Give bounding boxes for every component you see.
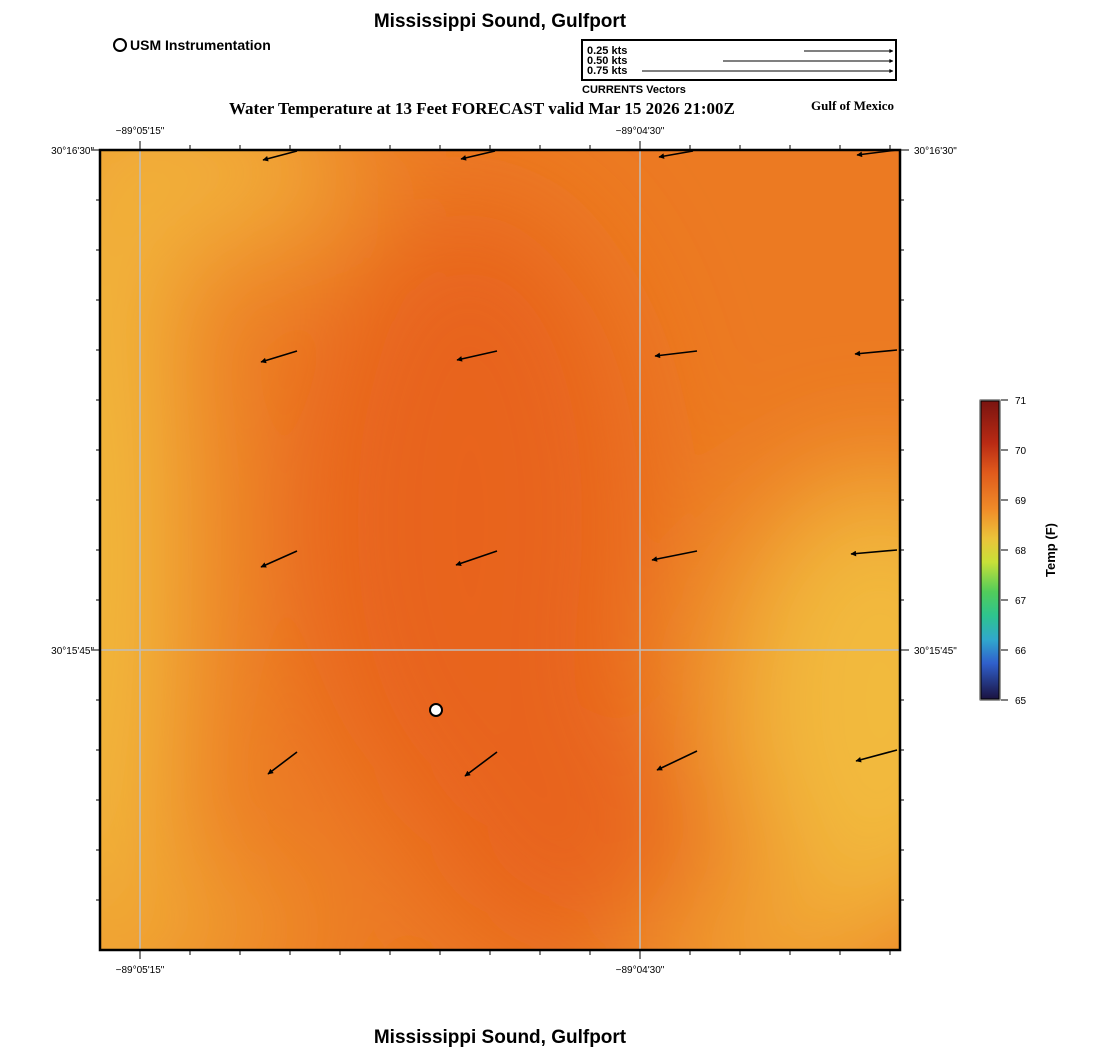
lon-label-bottom: −89°04'30" — [616, 965, 665, 976]
temperature-field — [100, 150, 900, 950]
lon-label-top: −89°04'30" — [616, 126, 665, 137]
current-vector-arrow — [850, 549, 898, 557]
station-legend: USM Instrumentation — [113, 37, 271, 53]
colorbar-tick-label: 71 — [1015, 396, 1027, 407]
current-vector-arrow — [260, 550, 298, 568]
lon-label-top: −89°05'15" — [116, 126, 165, 137]
current-vector-arrow — [658, 150, 694, 159]
lat-label-left: 30°16'30" — [51, 146, 94, 157]
map-subtitle: Water Temperature at 13 Feet FORECAST va… — [229, 99, 735, 118]
current-vector-arrow — [267, 751, 298, 775]
vector-scale-arrows — [642, 49, 894, 73]
colorbar-tick-label: 67 — [1015, 596, 1027, 607]
map-bottom-title: Mississippi Sound, Gulfport — [373, 1027, 627, 1048]
colorbar-title: Temp (F) — [1043, 523, 1058, 577]
map-top-title: Mississippi Sound, Gulfport — [373, 11, 627, 32]
current-vector-arrow — [656, 750, 698, 771]
map-ticks — [91, 141, 909, 959]
current-vectors — [260, 149, 898, 777]
current-vector-arrow — [464, 751, 498, 777]
current-vector-arrow — [455, 550, 498, 567]
lon-label-bottom: −89°05'15" — [116, 965, 165, 976]
lat-label-right: 30°15'45" — [914, 646, 957, 657]
region-label: Gulf of Mexico — [811, 98, 895, 113]
colorbar-tick-label: 70 — [1015, 446, 1027, 457]
temperature-colorbar: 71 70 69 68 67 66 65 Temp (F) — [979, 396, 1058, 707]
vector-scale-row-label: 0.50 kts — [587, 55, 628, 67]
station-marker-icon — [113, 38, 127, 52]
current-vector-arrow — [855, 749, 898, 763]
colorbar-tick-label: 66 — [1015, 646, 1027, 657]
current-vector-arrow — [856, 149, 898, 158]
current-vector-arrow — [460, 150, 496, 161]
vector-scale-legend: 0.25 kts 0.50 kts 0.75 kts — [581, 39, 897, 81]
vector-legend-caption: CURRENTS Vectors — [582, 84, 686, 96]
current-vector-arrow — [456, 350, 498, 362]
lat-label-left: 30°15'45" — [51, 646, 94, 657]
vector-scale-row-label: 0.75 kts — [587, 65, 628, 77]
vector-scale-row-label: 0.25 kts — [587, 45, 628, 57]
current-vector-arrow — [262, 150, 298, 162]
colorbar-tick-label: 65 — [1015, 696, 1027, 707]
colorbar-tick-label: 68 — [1015, 546, 1027, 557]
colorbar-tick-label: 69 — [1015, 496, 1027, 507]
station-marker[interactable] — [429, 703, 443, 717]
current-vector-arrow — [854, 349, 898, 357]
current-vector-arrow — [654, 350, 698, 359]
station-legend-label: USM Instrumentation — [130, 37, 271, 53]
current-vector-arrow — [651, 550, 698, 562]
current-vector-arrow — [260, 350, 298, 364]
map-grid — [100, 150, 900, 950]
lat-label-right: 30°16'30" — [914, 146, 957, 157]
